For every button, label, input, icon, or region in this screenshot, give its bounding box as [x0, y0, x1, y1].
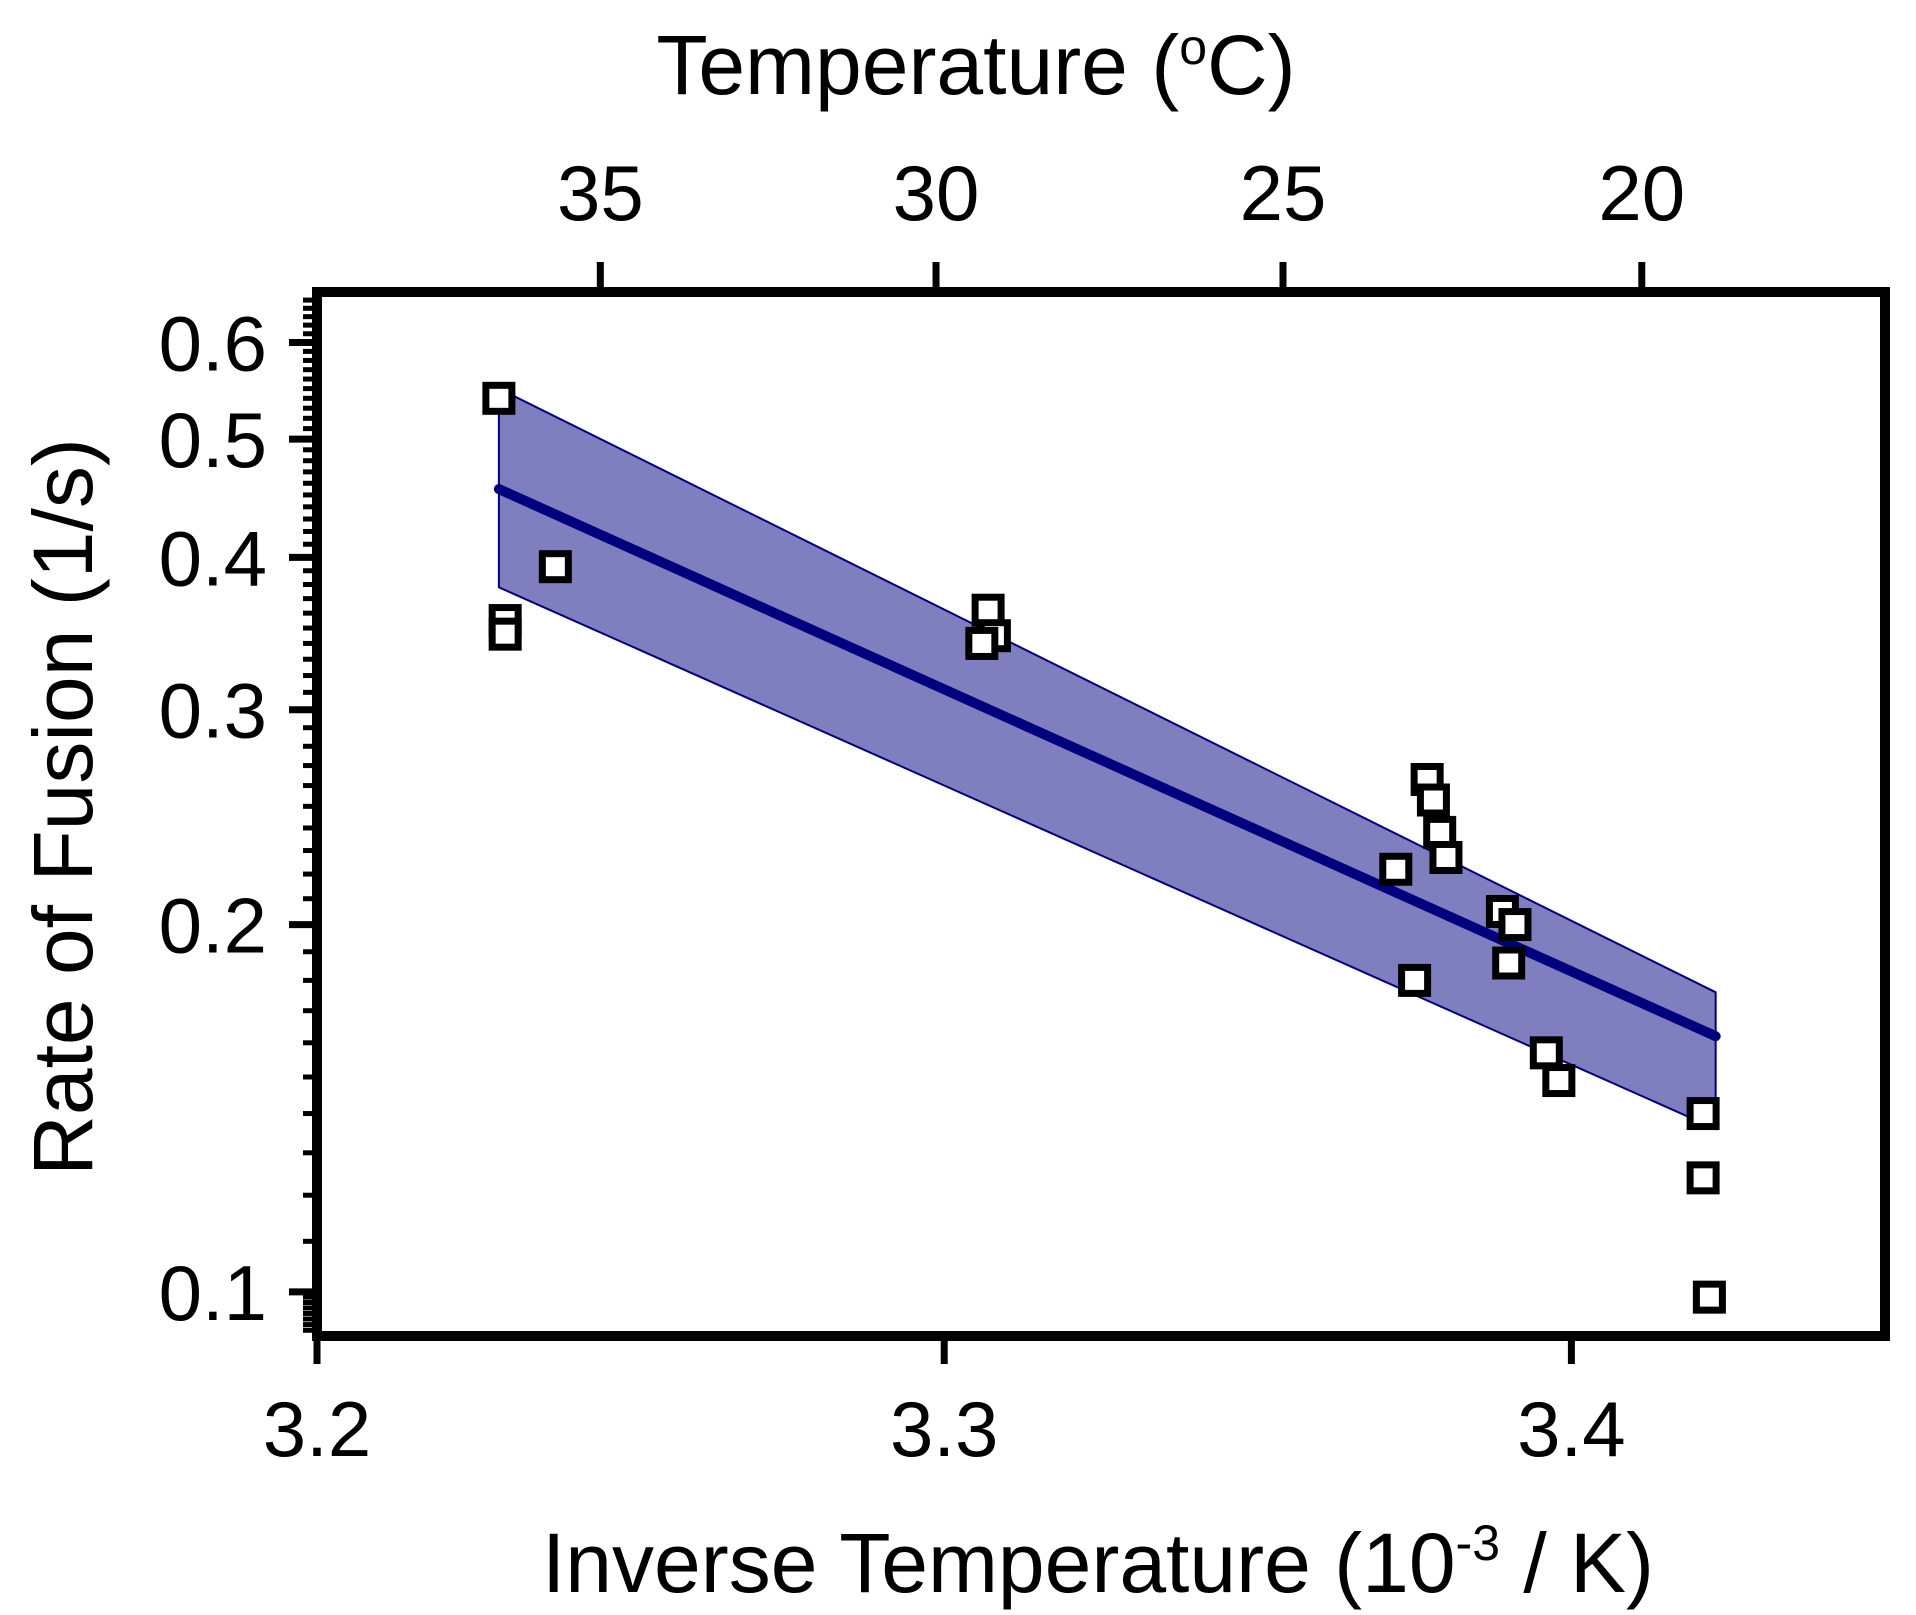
y-axis-title: Rate of Fusion (1/s) [16, 438, 110, 1176]
y-tick-label: 0.3 [159, 667, 267, 755]
data-point [482, 381, 516, 415]
data-points [482, 381, 1726, 1314]
data-point [1416, 783, 1450, 817]
top-axis-title: Temperature (oC) [656, 18, 1295, 112]
fit-line [493, 484, 1721, 1042]
y-tick-label: 0.5 [159, 396, 267, 484]
data-point [1429, 840, 1463, 874]
top-tick-label: 25 [1240, 149, 1327, 237]
data-point [1692, 1280, 1726, 1314]
x-tick-label: 3.3 [890, 1385, 998, 1473]
y-tick-label: 0.6 [159, 299, 267, 387]
data-point [1542, 1064, 1576, 1098]
data-point [1498, 908, 1532, 942]
top-tick-label: 35 [557, 149, 644, 237]
data-point [538, 550, 572, 584]
data-point [965, 626, 999, 660]
x-tick-label: 3.2 [263, 1385, 371, 1473]
top-tick-label: 30 [893, 149, 980, 237]
plot-frame [312, 287, 1890, 1341]
y-tick-label: 0.1 [159, 1249, 267, 1337]
data-point [1686, 1097, 1720, 1131]
data-point [1398, 963, 1432, 997]
data-point [1492, 946, 1526, 980]
y-tick-label: 0.4 [159, 514, 267, 602]
data-point [488, 617, 522, 651]
axis-ticks: 3.2 3.3 3.4 35 30 25 20 0.1 0.2 0.3 0.4 0.5 0.6 [159, 149, 1686, 1473]
x-axis-title: Inverse Temperature (10-3 / K) [542, 1515, 1654, 1610]
top-tick-label: 20 [1598, 149, 1685, 237]
y-tick-label: 0.2 [159, 882, 267, 970]
data-point [1686, 1161, 1720, 1195]
data-point [1379, 852, 1413, 886]
data-point [1529, 1036, 1563, 1070]
x-tick-label: 3.4 [1517, 1385, 1625, 1473]
